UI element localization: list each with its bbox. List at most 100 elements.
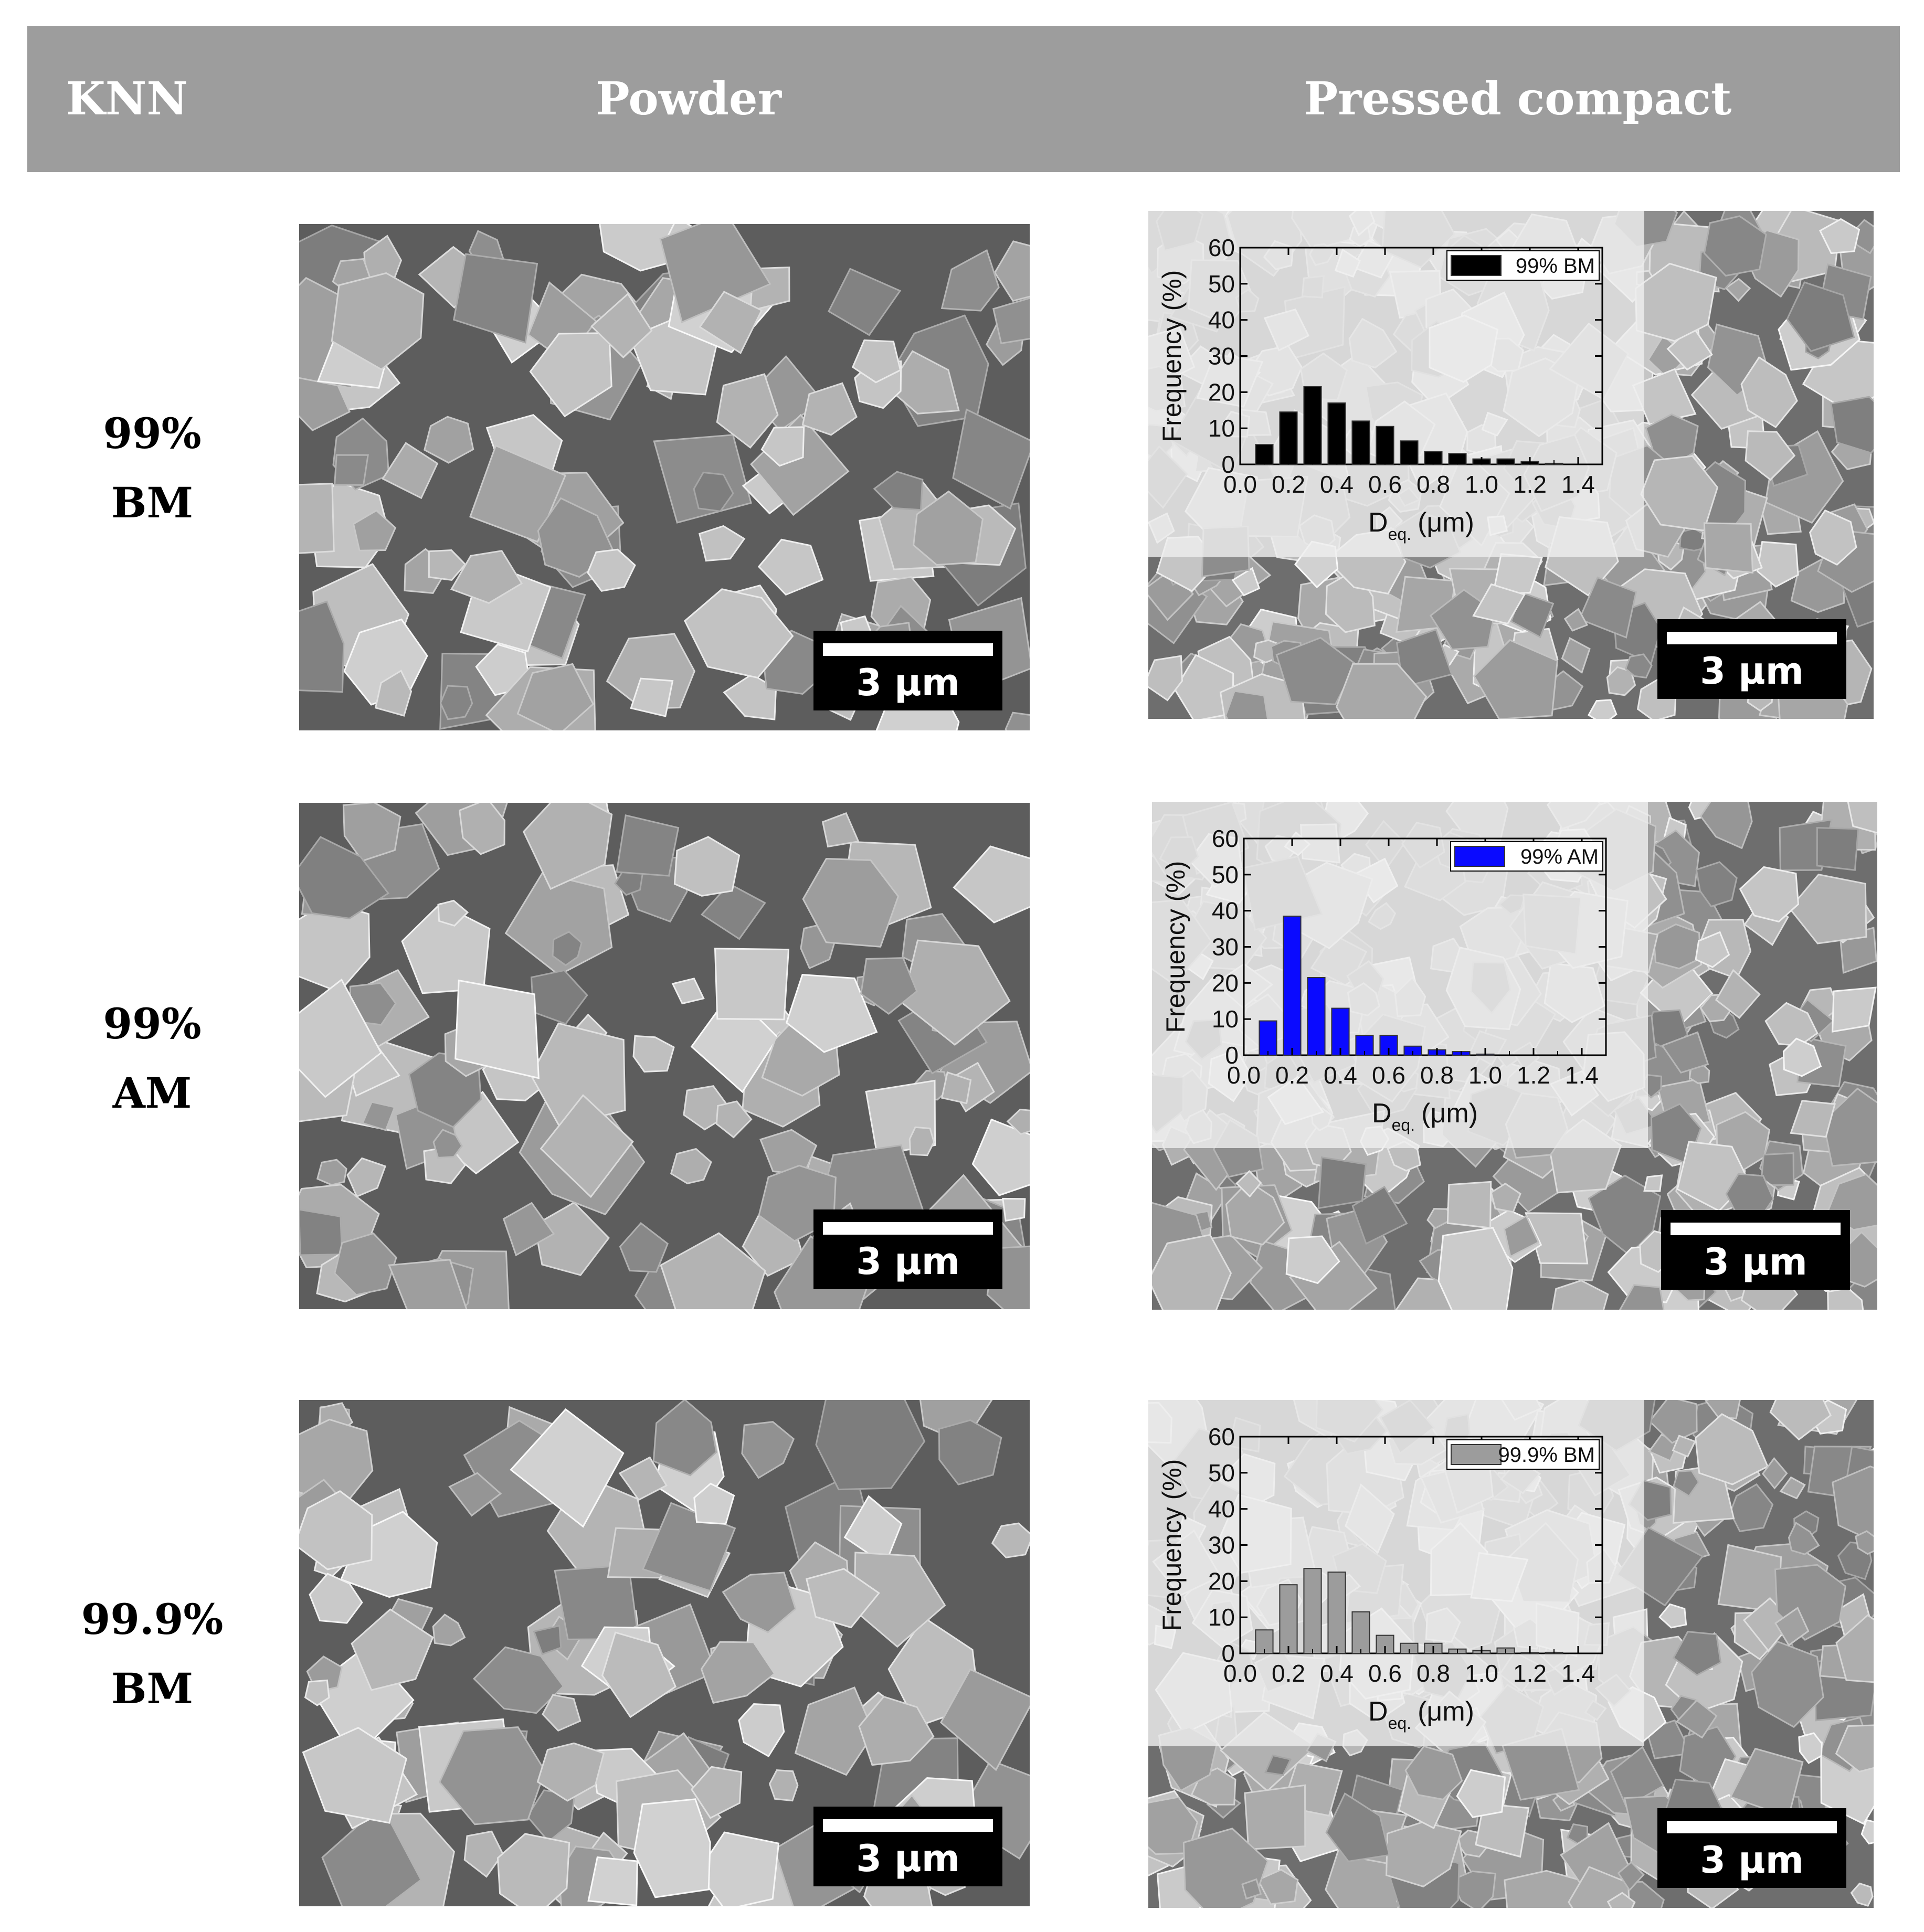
grain-size-histogram-2: 0 10 20 30 40 50 60 0.0 0.2 0.4 0.6 0.8 1.0 1.2 1.4 Fre… — [1161, 825, 1607, 1134]
sem-grain — [1551, 1279, 1609, 1310]
sem-grain — [424, 416, 474, 464]
sem-grain — [1819, 218, 1860, 254]
sem-grain — [454, 979, 540, 1079]
sem-grain — [432, 1613, 466, 1647]
sem-grain — [940, 1071, 972, 1105]
sem-grain — [1619, 1284, 1665, 1310]
sem-grain — [439, 685, 473, 720]
sem-grain — [349, 982, 397, 1026]
sem-grain — [601, 1631, 677, 1718]
sem-grain — [496, 1833, 570, 1906]
histogram-bar — [1327, 1572, 1346, 1654]
y-axis-label: Frequency (%) — [1161, 861, 1190, 1033]
sem-grain — [1351, 1185, 1408, 1245]
sem-grain — [1695, 931, 1730, 968]
sem-grain — [1005, 712, 1030, 730]
y-tick-label: 30 — [1208, 1532, 1235, 1559]
histogram-bar — [1351, 420, 1370, 465]
powder-sem-image-1: 3 μm — [299, 224, 1030, 730]
sem-grain — [1789, 874, 1867, 944]
sem-grain — [853, 1552, 946, 1648]
sem-grain — [374, 670, 413, 717]
x-tick-label: 0.6 — [1368, 1660, 1402, 1687]
sem-grain — [828, 268, 902, 336]
sem-grain — [1764, 1002, 1819, 1047]
y-tick-label: 20 — [1208, 1567, 1235, 1595]
y-tick-label: 40 — [1208, 1495, 1235, 1523]
sem-grain — [1703, 522, 1754, 574]
x-tick-label: 1.4 — [1565, 1061, 1599, 1089]
x-axis-label-subscript: eq. — [1388, 1714, 1411, 1733]
x-axis-label: Deq. (μm) — [1372, 1098, 1478, 1134]
sem-grain — [1847, 802, 1877, 834]
sem-grain — [1850, 1882, 1874, 1907]
sem-grain — [1695, 1413, 1769, 1485]
sem-grain — [1335, 663, 1428, 719]
sem-grain — [1617, 1861, 1645, 1892]
sem-grain — [1822, 1087, 1877, 1167]
x-axis-label-main: D — [1372, 1098, 1392, 1129]
sem-grain — [616, 814, 680, 877]
histogram-bar — [1303, 1568, 1322, 1654]
x-axis-label-main: D — [1368, 507, 1388, 538]
x-tick-label: 0.8 — [1420, 1061, 1454, 1089]
sem-grain — [1504, 1870, 1590, 1908]
sem-grain — [873, 471, 924, 511]
y-tick-label: 40 — [1208, 306, 1235, 334]
x-tick-label: 0.2 — [1272, 1660, 1305, 1687]
sem-grain — [1788, 1522, 1820, 1555]
sem-grain — [1855, 1530, 1874, 1555]
sem-grain — [309, 1573, 363, 1624]
x-tick-label: 1.4 — [1561, 471, 1595, 498]
row-label-2: 99% AM — [26, 989, 278, 1128]
sem-grain — [802, 857, 900, 948]
sem-grain — [633, 1798, 711, 1898]
scale-bar-label: 3 μm — [1700, 650, 1804, 693]
sem-grain — [913, 490, 984, 566]
sem-grain — [1174, 654, 1234, 719]
x-tick-label: 1.0 — [1468, 1061, 1502, 1089]
legend-label: 99% AM — [1520, 845, 1599, 868]
legend-label: 99% BM — [1516, 254, 1595, 278]
sem-grain — [1473, 639, 1558, 719]
sem-grain — [1587, 699, 1618, 719]
sem-grain — [302, 1726, 408, 1824]
sem-grain — [684, 588, 794, 679]
scale-bar-label: 3 μm — [856, 1837, 960, 1880]
sem-grain — [351, 1608, 434, 1691]
table-header: KNN Powder Pressed compact — [27, 26, 1900, 172]
sem-grain — [1456, 1769, 1506, 1818]
sem-grain — [1827, 1287, 1864, 1310]
sem-grain — [805, 1568, 880, 1629]
sem-grain — [1715, 969, 1761, 1019]
sem-texture — [299, 224, 1030, 730]
sem-grain — [1563, 608, 1589, 632]
sem-grain — [540, 1094, 634, 1198]
sem-grain — [1446, 1181, 1492, 1229]
powder-sem-image-2: 3 μm — [299, 803, 1030, 1309]
sem-grain — [1148, 1796, 1199, 1855]
sem-grain — [794, 1686, 875, 1776]
sem-grain — [1152, 1234, 1232, 1310]
sem-grain — [1002, 1197, 1026, 1222]
sem-grain — [1835, 1614, 1874, 1683]
x-axis-label-unit: (μm) — [1418, 1696, 1474, 1727]
sem-grain — [673, 836, 741, 897]
sem-grain — [432, 1129, 463, 1159]
sem-grain — [851, 339, 902, 384]
sem-grain — [641, 1502, 736, 1592]
sem-grain — [1606, 666, 1636, 696]
sem-grain — [299, 483, 335, 554]
sem-grain — [450, 550, 523, 604]
histogram-inset-1: 0 10 20 30 40 50 60 0.0 0.2 0.4 0.6 0.8 1.0 1.2 1.4 Fre… — [1148, 211, 1644, 557]
histogram-inset-3: 0 10 20 30 40 50 60 0.0 0.2 0.4 0.6 0.8 1.0 1.2 1.4 Fre… — [1148, 1400, 1644, 1746]
x-tick-label: 0.4 — [1324, 1061, 1357, 1089]
sem-grain — [1695, 861, 1738, 908]
sem-grain — [334, 1232, 397, 1296]
sem-grain — [659, 224, 771, 324]
sem-grain — [1675, 1699, 1718, 1739]
x-axis-label-subscript: eq. — [1392, 1116, 1415, 1134]
sem-grain — [428, 549, 467, 581]
y-tick-label: 60 — [1212, 825, 1239, 852]
sem-grain — [690, 1766, 743, 1819]
